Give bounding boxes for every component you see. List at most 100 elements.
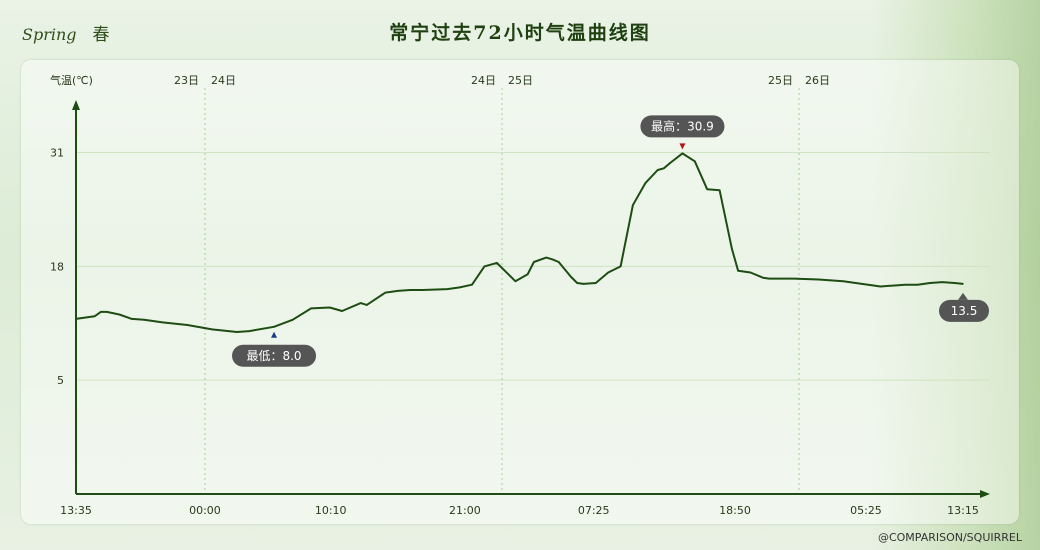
y-axis-arrow [72, 100, 80, 110]
data-point [867, 283, 869, 286]
data-point [211, 328, 213, 331]
data-point [749, 271, 752, 274]
data-point [248, 330, 251, 332]
data-point [576, 282, 579, 284]
y-tick-label: 18 [50, 260, 64, 273]
day-label: 25日 [768, 74, 793, 87]
y-axis-title: 气温(℃) [50, 73, 93, 87]
data-point [681, 152, 684, 155]
x-tick-label: 13:15 [947, 504, 979, 517]
data-point [570, 276, 572, 278]
data-point [186, 324, 189, 326]
data-point [793, 277, 795, 280]
data-point [663, 167, 665, 170]
data-point [929, 282, 931, 284]
day-label: 25日 [508, 74, 533, 87]
data-point [533, 261, 535, 263]
day-label: 24日 [471, 74, 496, 87]
x-tick-label: 00:00 [189, 504, 221, 517]
data-point [737, 269, 739, 272]
data-point [384, 291, 387, 294]
x-axis-arrow [980, 490, 990, 498]
x-tick-label: 07:25 [578, 504, 610, 517]
day-label: 26日 [805, 74, 830, 87]
data-point [545, 256, 548, 259]
data-point [99, 311, 102, 313]
x-tick-label: 18:50 [719, 504, 751, 517]
data-point [273, 325, 275, 328]
data-point [879, 285, 882, 288]
data-point [594, 282, 597, 284]
data-point [718, 189, 721, 191]
data-point [904, 283, 907, 286]
data-point [953, 282, 956, 284]
data-point [656, 169, 659, 171]
data-point [526, 273, 529, 276]
data-point [644, 182, 647, 184]
day-label: 23日 [174, 74, 199, 87]
data-point [359, 302, 362, 304]
data-point [607, 271, 609, 274]
chart-panel [21, 60, 1019, 524]
data-point [421, 289, 424, 291]
data-point [130, 318, 133, 320]
last-value-pointer [958, 292, 968, 300]
data-point [328, 306, 331, 309]
data-point [161, 321, 164, 324]
last-value-bubble [939, 299, 989, 322]
brand-en: Spring [22, 25, 77, 44]
data-point [236, 331, 238, 333]
data-point [941, 281, 944, 283]
data-point [582, 283, 585, 285]
leaf-decoration [870, 0, 1040, 550]
data-point [291, 318, 294, 321]
data-point [916, 283, 919, 286]
min-marker [271, 331, 278, 338]
data-point [495, 262, 498, 264]
data-point [471, 283, 473, 286]
data-point [892, 284, 894, 287]
data-point [446, 288, 449, 290]
temperature-line [75, 152, 964, 333]
data-point [669, 162, 671, 164]
x-tick-label: 05:25 [850, 504, 882, 517]
data-point [396, 290, 399, 292]
data-point [768, 277, 770, 280]
min-label: 最低：8.0 [246, 349, 301, 363]
x-tick-label: 10:10 [315, 504, 347, 517]
data-point [842, 280, 845, 283]
data-point [366, 304, 368, 306]
data-point [817, 278, 820, 281]
data-point [706, 188, 708, 191]
data-point [310, 307, 312, 310]
data-point [557, 261, 560, 263]
brand-logo: Spring 春 [22, 20, 110, 45]
data-point [75, 318, 77, 320]
data-point [551, 258, 554, 261]
data-point [409, 289, 411, 291]
x-tick-label: 21:00 [449, 504, 481, 517]
credit-text: @COMPARISON/SQUIRREL [877, 531, 1022, 544]
data-point [632, 204, 634, 206]
data-point [962, 283, 964, 285]
max-label: 最高：30.9 [651, 118, 714, 133]
y-tick-label: 5 [57, 374, 64, 387]
data-point [619, 265, 622, 268]
brand-cn: 春 [92, 25, 110, 45]
data-point [731, 248, 733, 250]
data-point [780, 277, 783, 280]
data-point [143, 318, 145, 321]
max-bubble [640, 115, 725, 138]
x-tick-label: 13:35 [60, 504, 92, 517]
day-label: 24日 [211, 74, 236, 87]
max-marker [679, 143, 686, 150]
data-point [458, 286, 461, 289]
page-title: 常宁过去72小时气温曲线图 [389, 22, 651, 44]
y-tick-label: 31 [50, 147, 64, 160]
data-point [694, 160, 696, 163]
data-point [93, 315, 96, 318]
data-point [341, 310, 343, 312]
data-point [483, 265, 486, 268]
data-point [762, 276, 764, 279]
